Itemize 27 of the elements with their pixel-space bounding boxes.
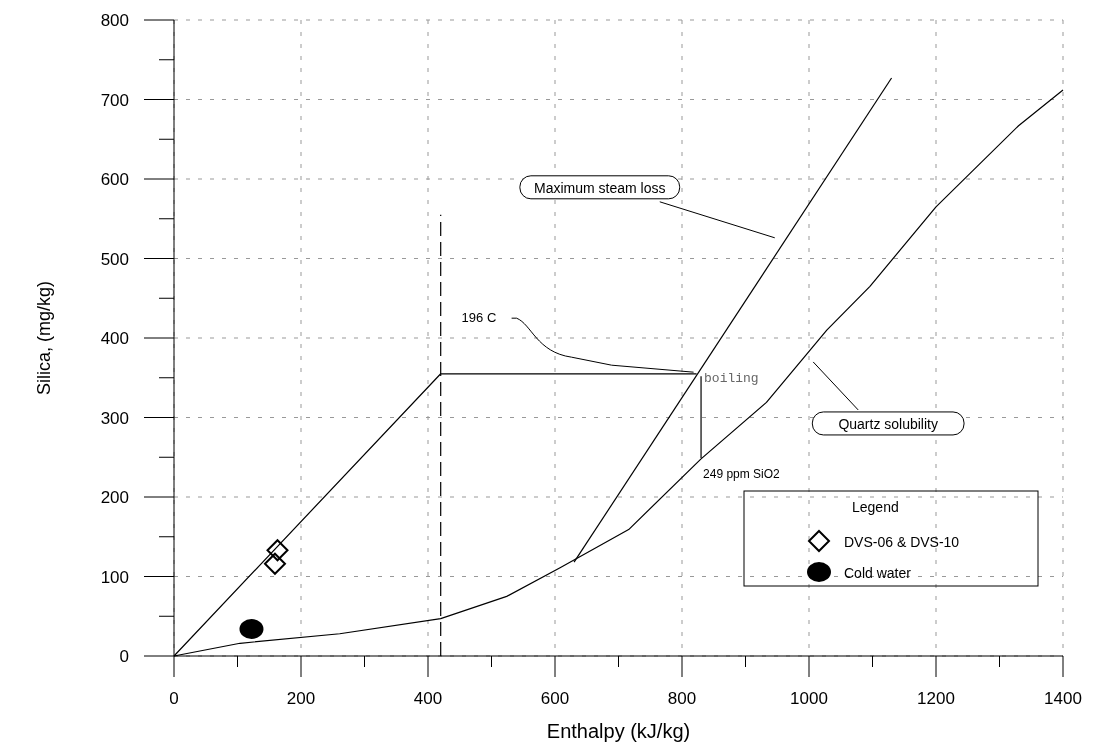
annotation: boiling: [704, 370, 759, 386]
y-tick-label: 800: [100, 11, 129, 30]
x-tick-label: 400: [413, 689, 443, 708]
y-tick-label: 300: [100, 408, 129, 428]
legend-label: DVS-06 & DVS-10: [844, 534, 960, 550]
x-tick-label: 200: [286, 689, 316, 708]
x-tick-label: 1000: [790, 689, 828, 708]
y-tick-label: 500: [100, 249, 129, 269]
y-tick-label: 0: [119, 647, 129, 666]
y-tick-label: 700: [100, 90, 129, 110]
x-tick-label: 1400: [1044, 689, 1082, 708]
y-tick-label: 600: [100, 170, 129, 189]
x-tick-label: 0: [169, 689, 179, 708]
legend-title: Legend: [852, 499, 899, 515]
annotation: 196 C: [461, 310, 497, 326]
x-tick-label: 600: [540, 689, 570, 708]
legend-label: Cold water: [844, 565, 912, 581]
x-tick-label: 1200: [917, 689, 955, 708]
y-tick-label: 100: [100, 567, 129, 587]
x-axis-title: Enthalpy (kJ/kg): [546, 720, 691, 742]
y-tick-label: 200: [100, 488, 129, 507]
annotation: 249 ppm SiO2: [703, 467, 781, 482]
text: Maximum steam loss: [534, 179, 666, 196]
text: Quartz solubility: [838, 415, 938, 432]
x-tick-label: 800: [667, 689, 697, 708]
y-tick-label: 400: [100, 329, 129, 348]
y-axis-title: Silica, (mg/kg): [34, 280, 54, 396]
